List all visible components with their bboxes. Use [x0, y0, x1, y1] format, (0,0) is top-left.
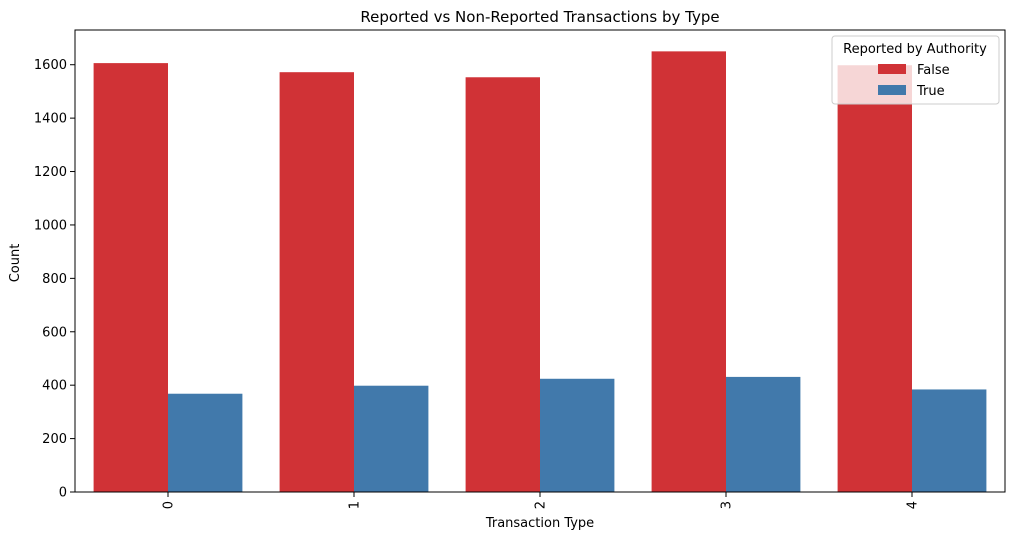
y-axis: 0 200 400 600 800 1000 1200 1400 1600 [34, 58, 75, 501]
y-tick-label: 1200 [34, 165, 67, 180]
bar-true-0 [168, 393, 243, 492]
legend-label-false: False [917, 63, 950, 78]
bar-true-1 [354, 385, 429, 492]
y-tick-label: 1400 [34, 112, 67, 127]
y-tick-label: 0 [59, 486, 67, 501]
y-tick-label: 600 [42, 325, 67, 340]
bar-false-3 [651, 51, 726, 492]
chart-title: Reported vs Non-Reported Transactions by… [360, 8, 719, 26]
y-tick-label: 800 [42, 272, 67, 287]
x-axis-label: Transaction Type [485, 516, 594, 531]
legend: Reported by Authority False True [831, 35, 1000, 105]
legend-swatch-false [878, 64, 906, 74]
x-tick-label: 0 [162, 501, 177, 509]
bar-false-4 [837, 65, 912, 493]
x-tick-label: 1 [348, 501, 363, 509]
bar-true-2 [540, 378, 615, 492]
legend-label-true: True [916, 84, 945, 99]
x-tick-label: 3 [720, 501, 735, 509]
bar-false-1 [279, 72, 354, 493]
x-tick-label: 2 [534, 501, 549, 509]
bars-layer [93, 51, 987, 493]
y-tick-label: 1600 [34, 58, 67, 73]
bar-false-2 [465, 77, 540, 492]
legend-swatch-true [878, 85, 906, 95]
y-axis-label: Count [8, 244, 23, 283]
bar-true-3 [726, 376, 801, 492]
x-tick-label: 4 [906, 501, 921, 509]
y-tick-label: 400 [42, 379, 67, 394]
y-tick-label: 1000 [34, 218, 67, 233]
bar-true-4 [912, 389, 987, 492]
bar-false-0 [93, 63, 168, 493]
y-tick-label: 200 [42, 432, 67, 447]
legend-box [831, 35, 1000, 105]
legend-title: Reported by Authority [843, 42, 987, 57]
x-axis: 0 1 2 3 4 [162, 492, 921, 509]
plot-frame [74, 29, 1006, 493]
